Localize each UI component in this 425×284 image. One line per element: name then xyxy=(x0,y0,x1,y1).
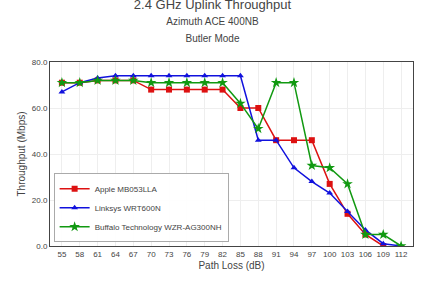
svg-text:64: 64 xyxy=(111,250,120,259)
svg-text:67: 67 xyxy=(129,250,138,259)
svg-text:Buffalo Technology WZR-AG300NH: Buffalo Technology WZR-AG300NH xyxy=(95,223,222,232)
svg-text:Path Loss (dB): Path Loss (dB) xyxy=(198,260,264,271)
svg-text:61: 61 xyxy=(93,250,102,259)
svg-text:40.0: 40.0 xyxy=(32,150,48,159)
svg-text:Apple MB053LLA: Apple MB053LLA xyxy=(95,185,158,194)
svg-text:76: 76 xyxy=(182,250,191,259)
svg-text:94: 94 xyxy=(290,250,299,259)
svg-text:97: 97 xyxy=(307,250,316,259)
svg-text:80.0: 80.0 xyxy=(32,58,48,67)
svg-text:79: 79 xyxy=(200,250,209,259)
svg-text:2.4 GHz Uplink ThroughputAzimu: 2.4 GHz Uplink ThroughputAzimuth ACE 400… xyxy=(134,0,292,44)
svg-text:73: 73 xyxy=(165,250,174,259)
svg-text:70: 70 xyxy=(147,250,156,259)
svg-text:103: 103 xyxy=(341,250,355,259)
svg-text:82: 82 xyxy=(218,250,227,259)
svg-text:Throughput (Mbps): Throughput (Mbps) xyxy=(16,111,27,196)
svg-text:91: 91 xyxy=(272,250,281,259)
svg-text:Linksys WRT600N: Linksys WRT600N xyxy=(95,204,161,213)
svg-text:0.0: 0.0 xyxy=(36,242,48,251)
svg-text:109: 109 xyxy=(377,250,391,259)
svg-text:85: 85 xyxy=(236,250,245,259)
svg-text:100: 100 xyxy=(323,250,337,259)
svg-text:88: 88 xyxy=(254,250,263,259)
svg-text:58: 58 xyxy=(75,250,84,259)
svg-text:20.0: 20.0 xyxy=(32,196,48,205)
svg-text:112: 112 xyxy=(395,250,408,259)
svg-text:55: 55 xyxy=(57,250,66,259)
svg-text:60.0: 60.0 xyxy=(32,104,48,113)
svg-text:106: 106 xyxy=(359,250,373,259)
